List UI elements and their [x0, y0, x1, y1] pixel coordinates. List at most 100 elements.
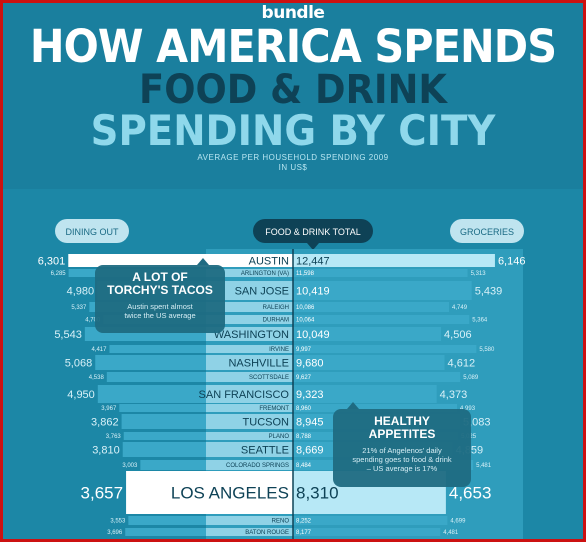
grocery-value-label: 5,481 [476, 463, 492, 469]
total-value-label: 10,419 [296, 285, 330, 297]
city-band-7 [206, 355, 293, 370]
city-band-5 [206, 327, 293, 341]
grocery-value-label: 4,993 [460, 406, 476, 412]
callout-body: spending goes to food & drink [352, 455, 451, 464]
dining-value-label: 3,657 [81, 484, 124, 503]
column-header-pointer [307, 243, 319, 250]
column-header-pill-0 [55, 219, 129, 243]
callout-body: – US average is 17% [367, 464, 438, 473]
city-label: WASHINGTON [214, 329, 289, 341]
total-value-label: 9,680 [296, 357, 324, 369]
city-band-11 [206, 414, 293, 429]
grocery-bar-10 [293, 404, 458, 412]
total-value-label: 9,997 [296, 347, 312, 353]
dining-bar-6 [109, 345, 206, 353]
city-band-15 [206, 471, 293, 514]
grocery-value-label: 4,749 [452, 305, 468, 311]
grocery-bar-7 [293, 355, 445, 370]
grocery-value-label: 5,089 [463, 375, 479, 381]
grocery-bar-0 [293, 254, 495, 267]
city-label: NASHVILLE [228, 357, 289, 369]
callout-title: APPETITES [369, 427, 436, 441]
dining-value-label: 3,967 [101, 406, 117, 412]
total-value-label: 8,310 [296, 484, 339, 503]
city-band-6 [206, 345, 293, 353]
total-value-label: 12,447 [296, 255, 330, 267]
city-label: SEATTLE [241, 444, 289, 456]
city-band-8 [206, 372, 293, 382]
header: bundle HOW AMERICA SPENDS FOOD & DRINK S… [3, 3, 583, 189]
callout-body: twice the US average [124, 311, 195, 320]
total-value-label: 8,484 [296, 463, 312, 469]
dining-value-label: 6,301 [38, 255, 66, 267]
grocery-bar-3 [293, 302, 450, 312]
callout-body: 21% of Angelenos' daily [362, 446, 442, 455]
total-value-label: 8,945 [296, 416, 324, 428]
dining-value-label: 3,696 [107, 530, 123, 536]
dining-value-label: 5,337 [71, 305, 87, 311]
city-band-14 [206, 460, 293, 470]
dining-value-label: 4,538 [89, 375, 105, 381]
city-label: RALEIGH [263, 305, 289, 311]
city-label: SAN JOSE [235, 285, 289, 297]
dining-value-label: 6,285 [51, 271, 67, 277]
city-label: LOS ANGELES [171, 484, 289, 503]
city-band-4 [206, 315, 293, 324]
total-value-label: 11,598 [296, 271, 315, 277]
city-band-1 [206, 269, 293, 277]
grocery-bar-5 [293, 327, 442, 341]
dining-value-label: 5,543 [54, 329, 82, 341]
grocery-value-label: 5,313 [471, 271, 487, 277]
dining-bar-10 [119, 404, 206, 412]
total-value-label: 9,323 [296, 389, 324, 401]
city-band-12 [206, 432, 293, 440]
grocery-bar-9 [293, 385, 437, 403]
grocery-value-label: 6,146 [498, 255, 526, 267]
infographic-frame: bundle HOW AMERICA SPENDS FOOD & DRINK S… [3, 3, 583, 539]
city-label: PLANO [269, 434, 290, 440]
city-band-16 [206, 516, 293, 525]
grocery-bar-16 [293, 516, 448, 525]
dining-bar-12 [123, 432, 206, 440]
callout-pointer-0 [197, 258, 209, 265]
grocery-value-label: 4,612 [448, 357, 476, 369]
total-value-label: 8,960 [296, 406, 312, 412]
dining-bar-9 [97, 385, 206, 403]
city-band-13 [206, 442, 293, 457]
dining-bar-16 [128, 516, 206, 525]
city-label: IRVINE [269, 347, 289, 353]
grocery-value-label: 4,506 [444, 329, 472, 341]
grocery-value-label: 4,373 [440, 389, 468, 401]
column-header-label: GROCERIES [460, 227, 514, 237]
dining-value-label: 3,862 [91, 416, 119, 428]
total-value-label: 9,627 [296, 375, 312, 381]
grocery-value-label: 4,653 [449, 484, 492, 503]
dining-value-label: 4,700 [85, 318, 101, 324]
callout-box-0 [95, 265, 225, 333]
city-label: AUSTIN [249, 255, 289, 267]
city-band-2 [206, 281, 293, 300]
city-band-17 [206, 528, 293, 536]
column-header-label: DINING OUT [66, 227, 120, 237]
dining-value-label: 3,003 [122, 463, 138, 469]
title-sub: FOOD & DRINK [139, 67, 447, 113]
dining-bar-15 [126, 471, 206, 514]
dining-value-label: 4,950 [67, 389, 95, 401]
city-label: SCOTTSDALE [249, 375, 289, 381]
dining-value-label: 4,980 [67, 285, 95, 297]
grocery-bar-4 [293, 315, 470, 324]
grocery-bar-1 [293, 269, 468, 277]
grocery-bar-2 [293, 281, 472, 300]
city-label: DURHAM [263, 318, 289, 324]
dining-bar-0 [68, 254, 207, 267]
dining-value-label: 5,068 [65, 357, 93, 369]
grocery-value-label: 5,580 [479, 347, 495, 353]
total-value-label: 10,086 [296, 305, 315, 311]
callout-body: Austin spent almost [127, 302, 193, 311]
dining-bar-14 [140, 460, 206, 470]
total-value-label: 8,788 [296, 434, 312, 440]
grocery-value-label: 4,699 [450, 519, 466, 525]
total-value-label: 10,064 [296, 318, 315, 324]
dining-bar-8 [106, 372, 206, 382]
grocery-value-label: 5,364 [472, 318, 488, 324]
